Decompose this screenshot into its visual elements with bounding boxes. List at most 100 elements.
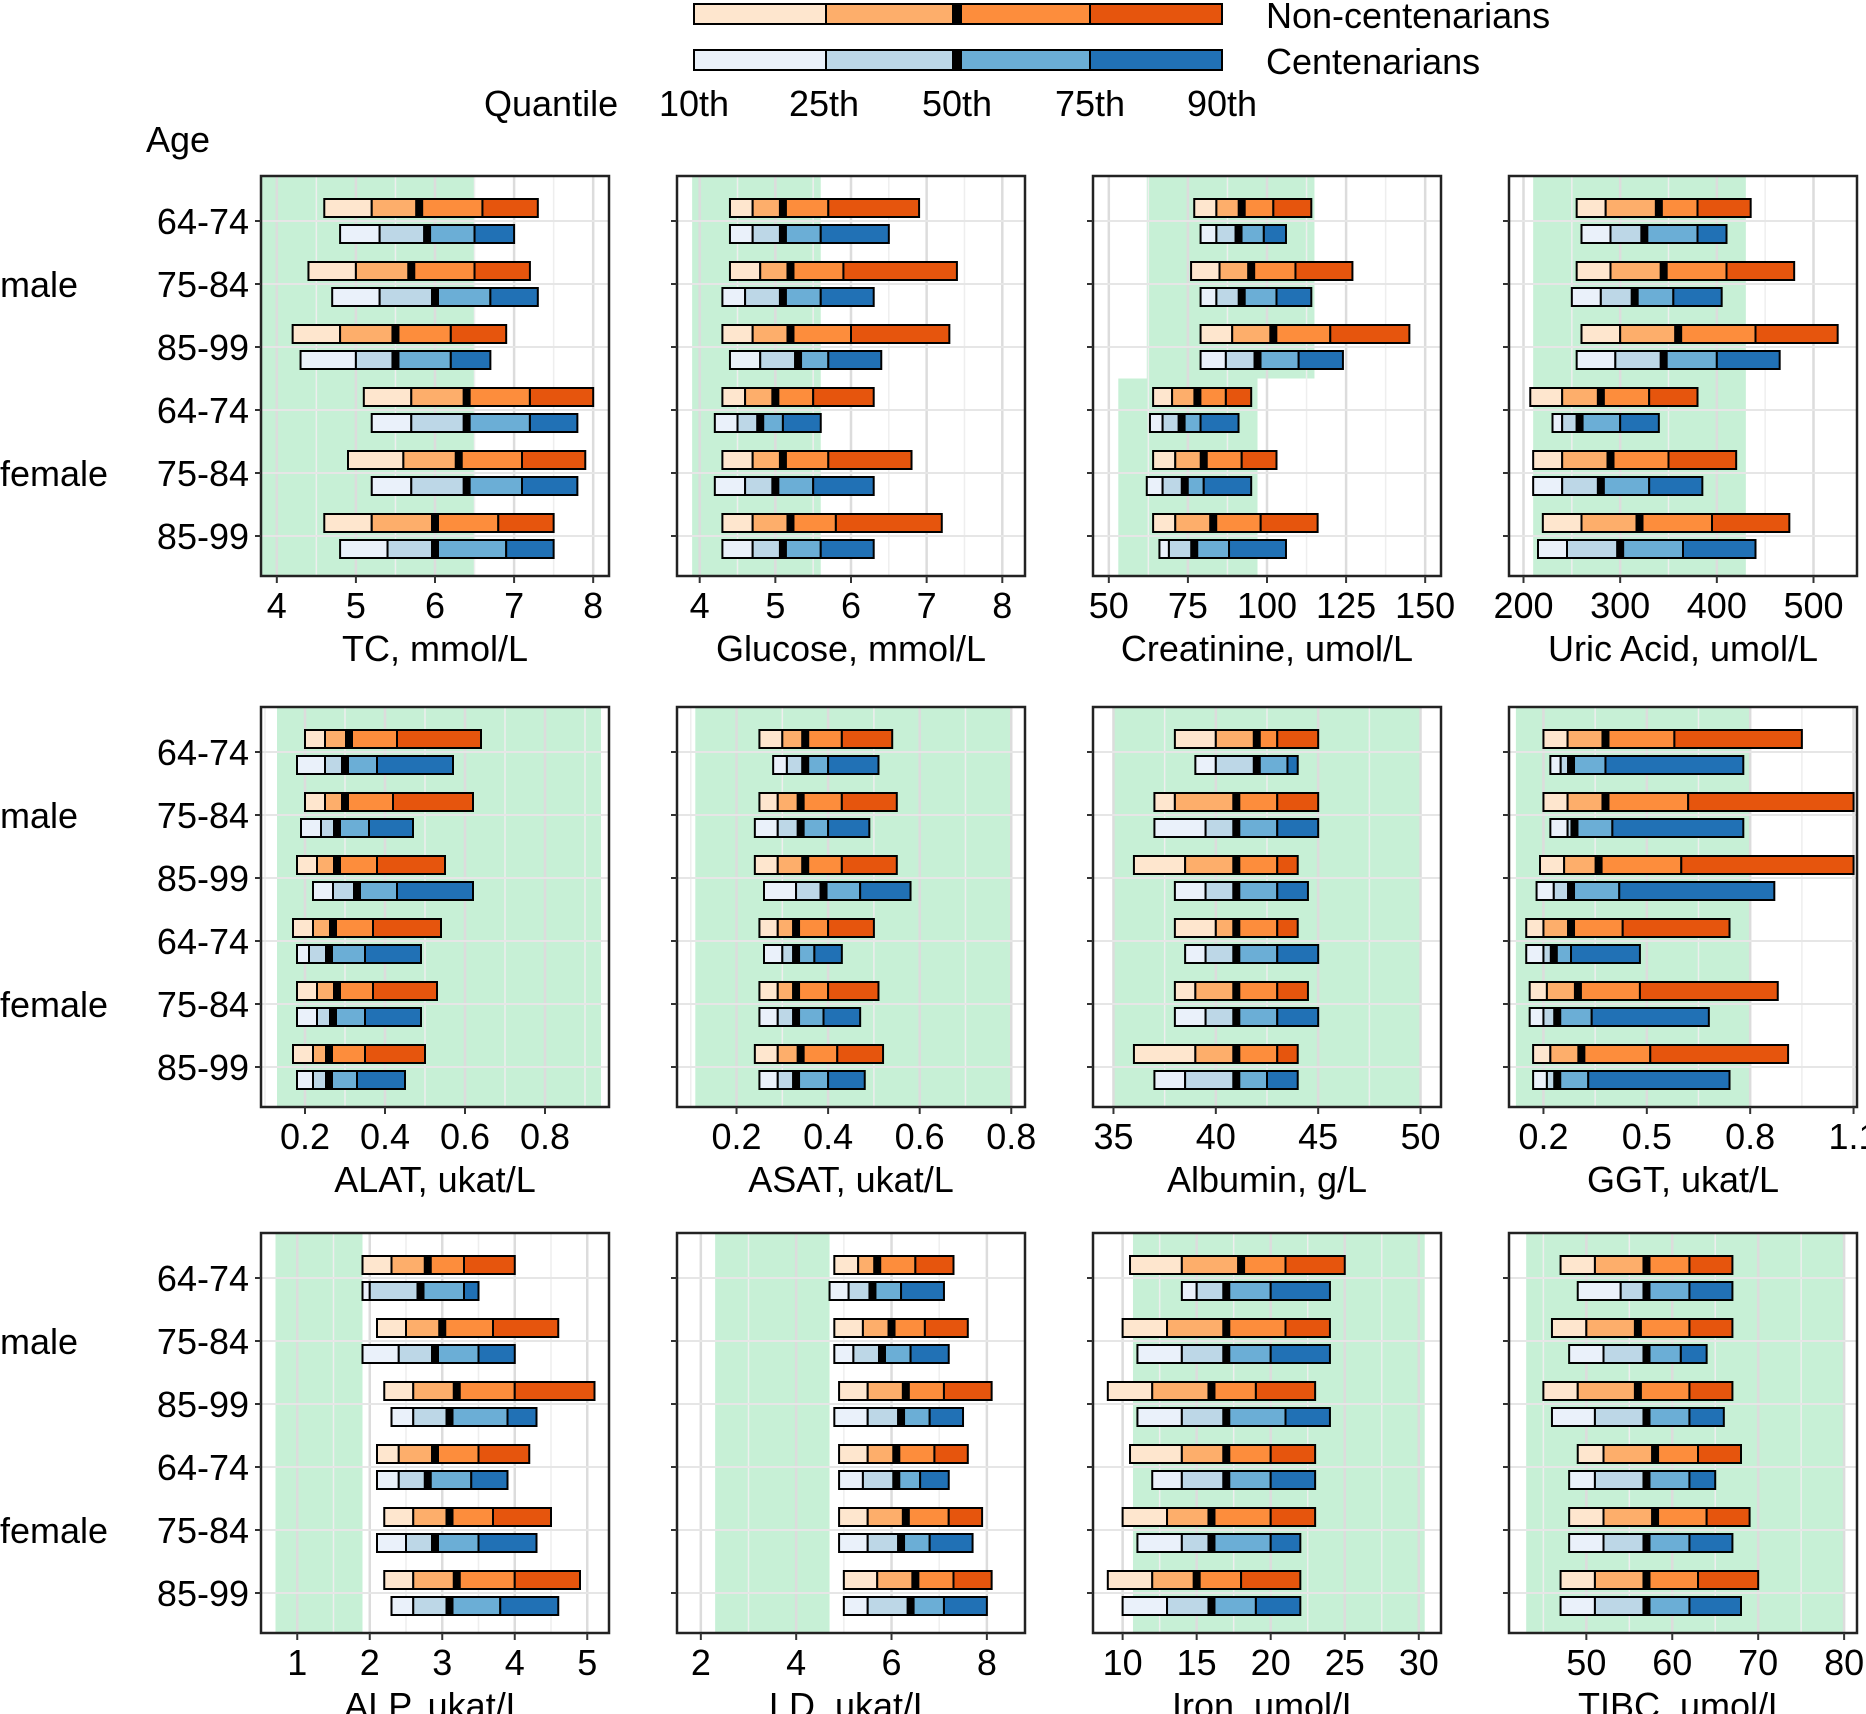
non-centenarian-bar-segment-1-row-1 [758,729,784,749]
x-tick-label: 2 [691,1642,711,1683]
non-centenarian-median-mark-row-2 [887,1318,896,1338]
centenarian-bar-segment-1-row-2 [753,818,779,838]
centenarian-bar-segment-2-row-3 [1204,881,1238,901]
centenarian-bar-segment-3-row-2 [434,1344,480,1364]
centenarian-bar-segment-3-row-3 [797,350,830,370]
non-centenarian-bar-segment-1-row-3 [1199,324,1234,344]
non-centenarian-bar-segment-4-row-2 [392,792,474,812]
non-centenarian-bar-segment-3-row-4 [332,918,374,938]
centenarian-bar-segment-4-row-6 [356,1070,406,1090]
non-centenarian-median-mark-row-5 [333,981,341,1001]
non-centenarian-bar-segment-4-row-4 [1648,387,1699,407]
legend: Non-centenarians Centenarians Quantile 1… [484,0,1550,124]
non-centenarian-bar-segment-3-row-1 [781,198,830,218]
non-centenarian-median-mark-row-4 [1596,387,1605,407]
legend-quantile-10th: 10th [659,83,729,124]
centenarian-bar-segment-1-row-4 [1148,413,1164,433]
non-centenarian-median-mark-row-5 [1199,450,1208,470]
x-tick-label: 5 [765,585,785,626]
non-centenarian-bar-segment-4-row-5 [827,981,880,1001]
non-centenarian-bar-segment-3-row-5 [336,981,374,1001]
x-axis-title: Glucose, mmol/L [716,628,986,669]
non-centenarian-bar-segment-2-row-4 [410,387,468,407]
x-tick-label: 0.6 [440,1116,490,1157]
centenarian-median-mark-row-1 [868,1281,877,1301]
non-centenarian-bar-segment-4-row-3 [840,855,898,875]
centenarian-bar-segment-4-row-1 [463,1281,480,1301]
non-centenarian-median-mark-row-5 [792,981,801,1001]
centenarian-bar-segment-2-row-6 [386,539,436,559]
age-label-64-74: 64-74 [157,921,249,962]
legend-non-centenarians-segment [1089,3,1223,25]
non-centenarian-bar-segment-1-row-1 [361,1255,393,1275]
centenarian-median-mark-row-4 [1222,1470,1231,1490]
centenarian-bar-segment-2-row-6 [1166,1596,1213,1616]
non-centenarian-bar-segment-4-row-3 [449,324,508,344]
legend-non-centenarians-median-mark [952,3,962,25]
non-centenarian-median-mark-row-3 [1269,324,1278,344]
centenarian-bar-segment-4-row-2 [819,287,875,307]
non-centenarian-bar-segment-2-row-3 [1619,324,1680,344]
non-centenarian-bar-segment-1-row-5 [383,1507,415,1527]
centenarian-bar-segment-4-row-1 [819,224,890,244]
age-label-64-74: 64-74 [157,201,249,242]
non-centenarian-bar-segment-1-row-1 [1542,729,1569,749]
non-centenarian-bar-segment-3-row-6 [789,513,837,533]
non-centenarian-bar-segment-3-row-5 [1235,981,1279,1001]
non-centenarian-bar-segment-3-row-4 [1196,387,1227,407]
non-centenarian-bar-segment-2-row-1 [1604,198,1660,218]
x-tick-label: 7 [917,585,937,626]
centenarian-median-mark-row-1 [416,1281,425,1301]
centenarian-bar-segment-2-row-2 [378,287,436,307]
centenarian-median-mark-row-1 [1642,1281,1651,1301]
centenarian-bar-segment-3-row-5 [1645,1533,1691,1553]
centenarian-bar-segment-1-row-2 [1136,1344,1183,1364]
non-centenarian-bar-segment-4-row-3 [1254,1381,1317,1401]
centenarian-median-mark-row-5 [329,1007,337,1027]
non-centenarian-bar-segment-3-row-2 [344,792,394,812]
centenarian-bar-segment-2-row-2 [1204,818,1238,838]
non-centenarian-bar-segment-1-row-1 [304,729,326,749]
centenarian-median-mark-row-5 [462,476,471,496]
x-tick-label: 0.4 [803,1116,853,1157]
non-centenarian-median-mark-row-1 [1252,729,1261,749]
centenarian-bar-segment-4-row-1 [1696,224,1728,244]
non-centenarian-bar-segment-2-row-6 [412,1570,458,1590]
centenarian-median-mark-row-2 [431,287,439,307]
x-tick-label: 125 [1316,585,1376,626]
centenarian-bar-segment-1-row-2 [300,818,322,838]
centenarian-bar-segment-4-row-4 [1269,1470,1317,1490]
non-centenarian-bar-segment-4-row-2 [1284,1318,1331,1338]
non-centenarian-bar-segment-4-row-5 [1269,1507,1317,1527]
non-centenarian-bar-segment-4-row-1 [396,729,482,749]
centenarian-bar-segment-1-row-5 [1528,1007,1545,1027]
non-centenarian-median-mark-row-5 [1606,450,1615,470]
x-tick-label: 60 [1652,1642,1692,1683]
non-centenarian-median-mark-row-5 [901,1507,910,1527]
centenarian-bar-segment-4-row-2 [1672,287,1723,307]
non-centenarian-median-mark-row-6 [452,1570,461,1590]
centenarian-median-mark-row-2 [1222,1344,1231,1364]
non-centenarian-bar-segment-4-row-1 [1272,198,1313,218]
centenarian-median-mark-row-4 [325,944,333,964]
non-centenarian-bar-segment-1-row-5 [1532,450,1564,470]
non-centenarian-bar-segment-2-row-6 [370,513,436,533]
centenarian-median-mark-row-3 [819,881,828,901]
centenarian-median-mark-row-2 [877,1344,886,1364]
centenarian-bar-segment-1-row-1 [1180,1281,1198,1301]
centenarian-median-mark-row-6 [1642,1596,1651,1616]
non-centenarian-bar-segment-4-row-4 [528,387,595,407]
centenarian-bar-segment-2-row-3 [1224,350,1259,370]
non-centenarian-median-mark-row-5 [445,1507,454,1527]
legend-centenarians-median-mark [952,49,962,71]
centenarian-bar-segment-4-row-1 [827,755,880,775]
centenarian-bar-segment-3-row-1 [419,1281,465,1301]
non-centenarian-bar-segment-2-row-2 [1609,261,1665,281]
centenarian-median-mark-row-6 [778,539,787,559]
non-centenarian-median-mark-row-1 [1654,198,1663,218]
centenarian-bar-segment-3-row-5 [795,1007,825,1027]
x-tick-label: 75 [1168,585,1208,626]
centenarian-median-mark-row-2 [1237,287,1246,307]
non-centenarian-bar-segment-3-row-4 [895,1444,936,1464]
